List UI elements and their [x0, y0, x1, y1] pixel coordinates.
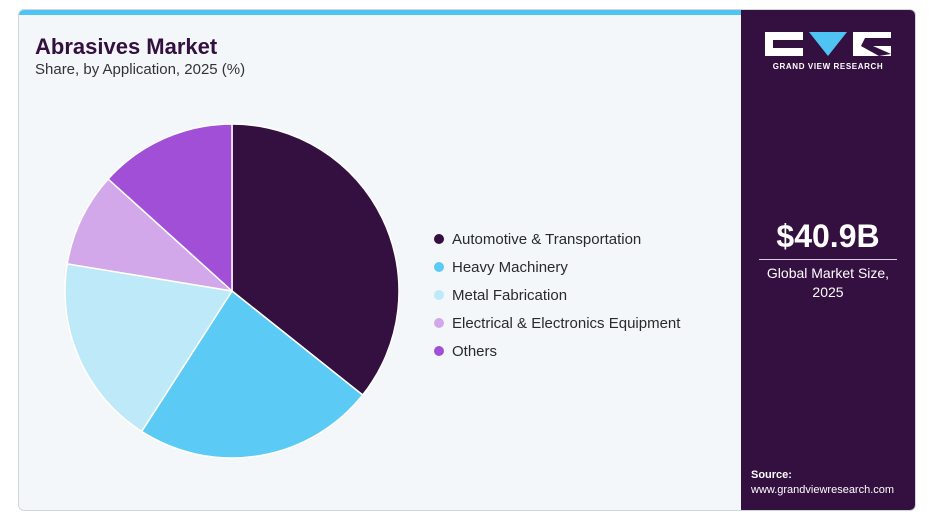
- pie-slice-metal-fabrication: [64, 262, 234, 433]
- legend-swatch: [434, 346, 444, 356]
- pie-slice-others: [107, 123, 233, 293]
- market-size-label-line2: 2025: [812, 284, 844, 300]
- legend-swatch: [434, 262, 444, 272]
- legend-swatch: [434, 234, 444, 244]
- pie-chart: [64, 123, 400, 459]
- market-size-label-line1: Global Market Size,: [766, 265, 890, 281]
- legend-item: Automotive & Transportation: [434, 225, 680, 253]
- legend-item: Others: [434, 337, 680, 365]
- market-size-label: Global Market Size, 2025: [741, 264, 915, 302]
- pie-slice-automotive-transportation: [231, 123, 400, 397]
- legend-swatch: [434, 290, 444, 300]
- legend-swatch: [434, 318, 444, 328]
- source-label: Source:: [751, 469, 792, 481]
- legend-label: Heavy Machinery: [452, 258, 568, 276]
- legend-item: Heavy Machinery: [434, 253, 680, 281]
- divider: [759, 259, 897, 260]
- chart-title: Abrasives Market: [35, 34, 218, 59]
- pie-slice-electrical-electronics-equipment: [66, 177, 235, 293]
- legend-label: Others: [452, 342, 498, 360]
- legend-label: Electrical & Electronics Equipment: [452, 314, 681, 332]
- chart-card: Abrasives Market Share, by Application, …: [18, 9, 916, 511]
- accent-bar: [19, 10, 741, 15]
- chart-legend: Automotive & Transportation Heavy Machine…: [434, 225, 680, 365]
- grand-view-research-logo: [765, 32, 891, 56]
- pie-slice-heavy-machinery: [140, 289, 364, 459]
- source-url[interactable]: www.grandviewresearch.com: [751, 484, 895, 496]
- market-size-value: $40.9B: [776, 218, 880, 254]
- brand-name: GRAND VIEW RESEARCH: [772, 62, 884, 71]
- chart-subtitle: Share, by Application, 2025 (%): [35, 61, 246, 78]
- legend-label: Automotive & Transportation: [452, 230, 642, 248]
- side-panel: GRAND VIEW RESEARCH $40.9B Global Market…: [741, 10, 915, 510]
- legend-label: Metal Fabrication: [452, 286, 568, 304]
- legend-item: Electrical & Electronics Equipment: [434, 309, 680, 337]
- legend-item: Metal Fabrication: [434, 281, 680, 309]
